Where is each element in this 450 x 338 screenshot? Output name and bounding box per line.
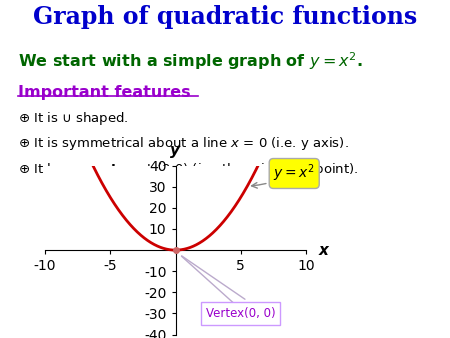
Text: y: y [171, 143, 180, 158]
Text: We start with a simple graph of $\it{y = x^2}$.: We start with a simple graph of $\it{y =… [18, 51, 363, 72]
Text: $\oplus$ It has a $\mathbf{vertex}$ at (0,0) (i.e. the minimum point).: $\oplus$ It has a $\mathbf{vertex}$ at (… [18, 161, 358, 177]
Text: Important features: Important features [18, 84, 191, 99]
Text: x: x [319, 243, 329, 258]
Text: Graph of quadratic functions: Graph of quadratic functions [33, 5, 417, 29]
Text: $\oplus$ It is symmetrical about a line $x$ = 0 (i.e. y axis).: $\oplus$ It is symmetrical about a line … [18, 135, 349, 152]
Text: $\oplus$ It is $\cup$ shaped.: $\oplus$ It is $\cup$ shaped. [18, 110, 129, 127]
Text: $\it{y = x^2}$: $\it{y = x^2}$ [252, 163, 315, 188]
Text: Vertex(0, 0): Vertex(0, 0) [206, 307, 275, 320]
